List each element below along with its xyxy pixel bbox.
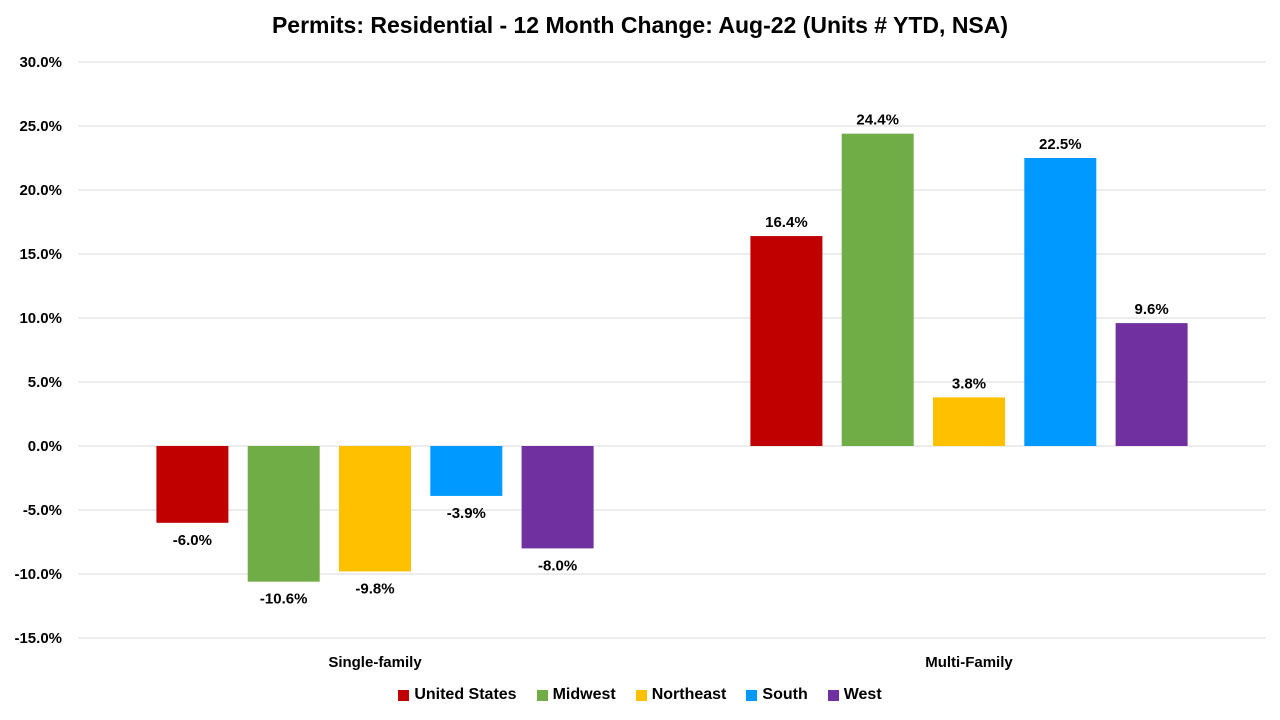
legend-item: Northeast	[635, 686, 727, 704]
y-tick-label: 10.0%	[19, 310, 62, 327]
legend-item: Midwest	[536, 686, 616, 704]
data-label: -6.0%	[173, 532, 212, 549]
bar	[156, 446, 229, 523]
bar	[1024, 158, 1097, 446]
legend-swatch	[536, 689, 548, 701]
legend-swatch	[398, 689, 410, 701]
data-label: 16.4%	[765, 214, 808, 231]
legend-label: Northeast	[651, 686, 727, 703]
y-tick-label: 5.0%	[28, 374, 62, 391]
y-tick-label: 15.0%	[19, 246, 62, 263]
bar	[247, 446, 320, 582]
legend-item: West	[827, 686, 882, 704]
legend-label: United States	[414, 686, 517, 703]
y-tick-label: 30.0%	[19, 54, 62, 71]
chart-title: Permits: Residential - 12 Month Change: …	[271, 12, 1009, 38]
legend-swatch	[635, 689, 647, 701]
data-label: 3.8%	[952, 375, 986, 392]
y-tick-label: 0.0%	[28, 438, 62, 455]
bar	[521, 446, 594, 549]
bar	[841, 133, 914, 446]
y-tick-label: 20.0%	[19, 182, 62, 199]
data-label: -8.0%	[538, 557, 577, 574]
bar	[933, 397, 1005, 446]
data-label: -9.8%	[355, 580, 394, 597]
legend-label: West	[843, 686, 882, 703]
data-label: -10.6%	[260, 591, 308, 608]
bar	[430, 446, 503, 496]
data-label: 22.5%	[1039, 136, 1082, 153]
legend-swatch	[827, 689, 839, 701]
data-label: 9.6%	[1134, 301, 1168, 318]
bar	[339, 446, 411, 572]
y-tick-label: -10.0%	[14, 566, 62, 583]
data-label: 24.4%	[856, 112, 899, 129]
legend-item: United States	[398, 686, 517, 704]
category-label: Single-family	[328, 654, 422, 671]
y-tick-label: -5.0%	[23, 502, 62, 519]
bar	[750, 236, 823, 446]
y-tick-label: -15.0%	[14, 630, 62, 647]
legend-swatch	[746, 689, 758, 701]
legend: United States Midwest Northeast South West	[0, 686, 1280, 704]
legend-label: Midwest	[552, 686, 616, 703]
data-label: -3.9%	[447, 505, 486, 522]
bar	[1115, 323, 1188, 446]
category-label: Multi-Family	[925, 654, 1013, 671]
legend-item: South	[746, 686, 808, 704]
y-tick-label: 25.0%	[19, 118, 62, 135]
legend-label: South	[762, 686, 808, 703]
